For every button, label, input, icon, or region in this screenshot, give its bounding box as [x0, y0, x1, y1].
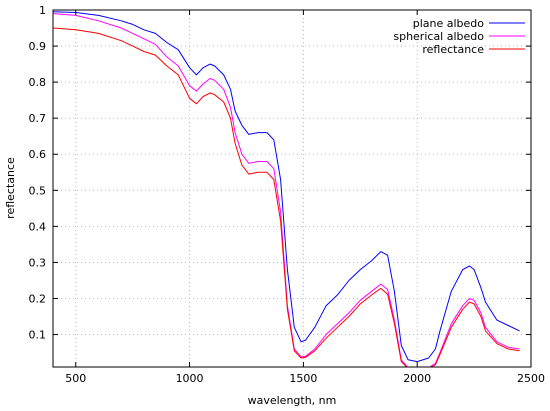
y-tick-label: 0.8: [29, 76, 47, 89]
y-tick-label: 0.9: [29, 40, 47, 53]
y-tick-label: 0.3: [29, 256, 47, 269]
series-line-spherical-albedo: [53, 13, 520, 367]
y-tick-label: 0.6: [29, 148, 47, 161]
x-tick-label: 500: [65, 372, 86, 385]
y-tick-label: 0.5: [29, 184, 47, 197]
grid-lines: [53, 10, 531, 367]
y-tick-label: 0.2: [29, 292, 47, 305]
y-tick-label: 0.7: [29, 112, 47, 125]
y-tick-label: 1: [39, 4, 46, 17]
legend-label: reflectance: [422, 43, 484, 56]
x-tick-label: 2000: [403, 372, 431, 385]
series-line-plane-albedo: [53, 11, 520, 363]
y-tick-label: 0.1: [29, 329, 47, 342]
x-tick-label: 1000: [176, 372, 204, 385]
x-tick-label: 1500: [289, 372, 317, 385]
series-layer: [53, 11, 520, 367]
legend-label: plane albedo: [413, 17, 485, 30]
plot-frame: [52, 9, 532, 368]
axis-ticks: 500 1000 1500 2000 2500 0.1 0.2 0.3 0.4 0.5 0.6 0.7…: [29, 4, 546, 385]
x-axis-title: wavelength, nm: [248, 394, 337, 407]
y-tick-label: 0.4: [29, 220, 47, 233]
series-line-reflectance: [53, 27, 520, 367]
x-tick-label: 2500: [517, 372, 545, 385]
y-axis-title: reflectance: [4, 157, 17, 219]
legend-label: spherical albedo: [393, 30, 484, 43]
